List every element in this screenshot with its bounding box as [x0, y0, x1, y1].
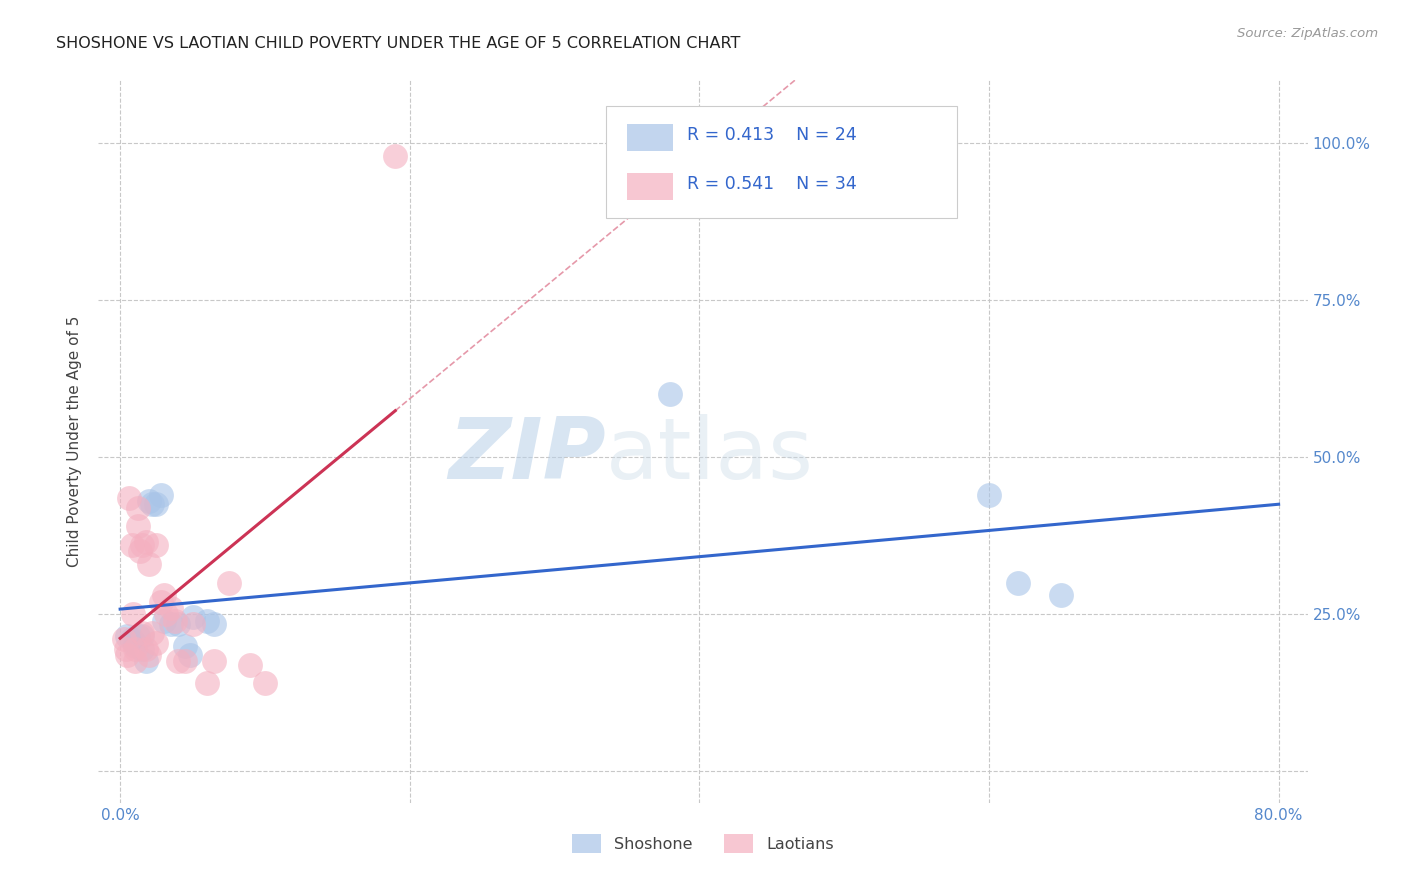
Point	[253, 676, 276, 690]
Point	[124, 639, 146, 653]
Y-axis label: Child Poverty Under the Age of 5: Child Poverty Under the Age of 5	[67, 316, 83, 567]
Point	[145, 538, 167, 552]
Point	[1007, 575, 1029, 590]
Text: R = 0.413    N = 24: R = 0.413 N = 24	[688, 126, 858, 145]
Point	[127, 500, 149, 515]
Point	[149, 595, 172, 609]
Point	[167, 616, 190, 631]
Point	[138, 494, 160, 508]
Point	[181, 616, 204, 631]
Point	[135, 655, 157, 669]
Point	[181, 610, 204, 624]
Point	[121, 538, 143, 552]
Point	[141, 497, 163, 511]
Point	[122, 607, 145, 622]
Point	[127, 629, 149, 643]
Point	[131, 629, 153, 643]
Point	[138, 648, 160, 662]
Point	[129, 544, 152, 558]
Point	[239, 657, 262, 672]
Point	[152, 614, 174, 628]
Point	[152, 589, 174, 603]
Point	[155, 607, 177, 622]
Text: R = 0.541    N = 34: R = 0.541 N = 34	[688, 176, 858, 194]
Point	[384, 149, 406, 163]
Point	[124, 641, 146, 656]
Point	[218, 575, 240, 590]
Point	[174, 655, 197, 669]
Point	[117, 629, 139, 643]
Point	[195, 614, 218, 628]
Text: ZIP: ZIP	[449, 415, 606, 498]
Point	[131, 626, 153, 640]
Text: Source: ZipAtlas.com: Source: ZipAtlas.com	[1237, 27, 1378, 40]
Point	[124, 635, 146, 649]
Point	[115, 641, 138, 656]
Point	[149, 488, 172, 502]
Point	[165, 614, 187, 628]
Point	[124, 655, 146, 669]
Legend: Shoshone, Laotians: Shoshone, Laotians	[567, 828, 839, 860]
FancyBboxPatch shape	[606, 105, 957, 218]
Point	[1050, 589, 1073, 603]
Point	[159, 616, 181, 631]
Text: SHOSHONE VS LAOTIAN CHILD POVERTY UNDER THE AGE OF 5 CORRELATION CHART: SHOSHONE VS LAOTIAN CHILD POVERTY UNDER …	[56, 36, 741, 51]
Point	[145, 635, 167, 649]
Point	[131, 641, 153, 656]
Point	[141, 626, 163, 640]
Point	[659, 387, 682, 401]
Bar	[627, 124, 673, 151]
Point	[131, 538, 153, 552]
Bar	[627, 173, 673, 200]
Text: atlas: atlas	[606, 415, 814, 498]
Point	[135, 535, 157, 549]
Point	[118, 491, 141, 505]
Point	[159, 601, 181, 615]
Point	[138, 557, 160, 571]
Point	[977, 488, 1000, 502]
Point	[135, 641, 157, 656]
Point	[195, 676, 218, 690]
Point	[145, 497, 167, 511]
Point	[121, 632, 143, 647]
Point	[202, 616, 225, 631]
Point	[202, 655, 225, 669]
Point	[117, 648, 139, 662]
Point	[179, 648, 201, 662]
Point	[127, 519, 149, 533]
Point	[167, 655, 190, 669]
Point	[114, 632, 136, 647]
Point	[174, 639, 197, 653]
